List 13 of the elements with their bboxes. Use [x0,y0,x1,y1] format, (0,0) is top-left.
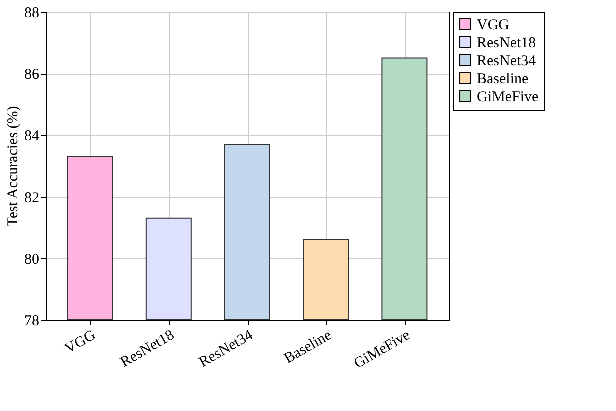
legend-label: GiMeFive [477,90,540,106]
y-tick-label: 78 [24,314,40,330]
y-axis-title: Test Accuracies (%) [6,106,22,227]
y-tick-label: 84 [24,128,40,145]
legend-label: ResNet18 [477,36,536,52]
y-tick-label: 82 [24,190,40,206]
y-tick-label: 80 [24,252,40,268]
x-tick-label: VGG [62,327,99,358]
y-tick-label: 86 [24,67,40,84]
y-tick-label: 88 [24,6,40,22]
legend-label: ResNet34 [477,54,537,70]
legend-label: VGG [477,18,510,34]
legend-label: Baseline [477,72,529,88]
